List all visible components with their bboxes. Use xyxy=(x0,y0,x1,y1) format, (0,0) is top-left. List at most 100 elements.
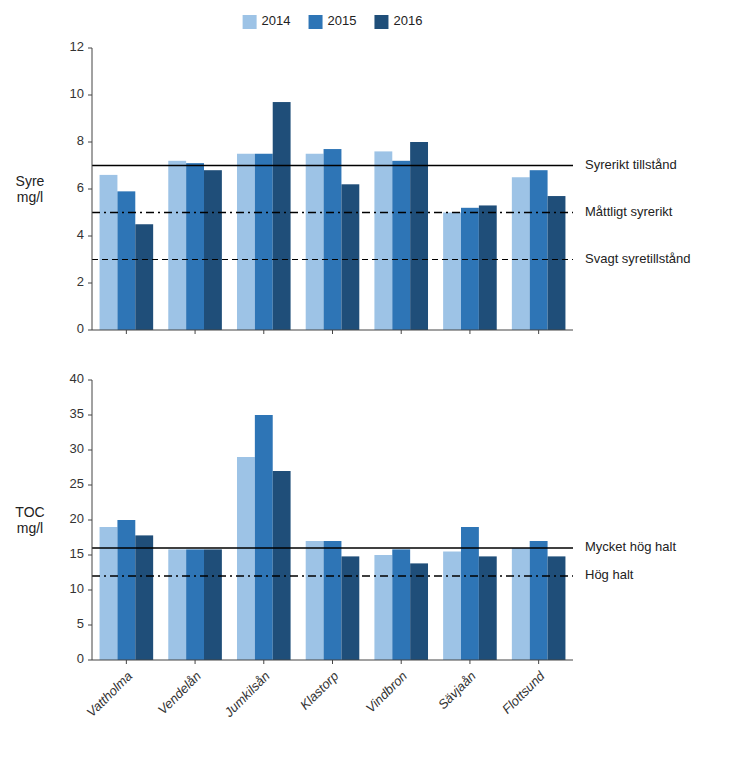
legend-label: 2015 xyxy=(328,13,357,28)
bar xyxy=(306,541,324,660)
bar xyxy=(530,541,548,660)
bar xyxy=(168,161,186,330)
y-tick xyxy=(88,236,92,237)
reference-line xyxy=(92,212,573,214)
bar xyxy=(341,184,359,330)
bar xyxy=(204,170,222,330)
y-axis-label: TOCmg/l xyxy=(15,504,44,537)
bar xyxy=(548,196,566,330)
x-tick-label: Klastorp xyxy=(297,668,341,712)
x-tick xyxy=(332,330,333,334)
bar xyxy=(186,163,204,330)
y-tick-label: 35 xyxy=(70,406,84,421)
y-tick xyxy=(88,330,92,331)
panel: Syrerikt tillståndMåttligt syreriktSvagt… xyxy=(16,13,691,336)
reference-label: Svagt syretillstånd xyxy=(585,251,691,266)
panel: Mycket hög haltHög halt0510152025303540V… xyxy=(15,371,676,720)
reference-line xyxy=(92,575,573,577)
y-axis-label-line: mg/l xyxy=(17,520,43,536)
y-tick-label: 0 xyxy=(77,321,84,336)
reference-label: Hög halt xyxy=(585,567,634,582)
x-tick-label: Vindbron xyxy=(363,668,410,715)
reference-label: Måttligt syrerikt xyxy=(585,204,673,219)
legend: 2014 2015 2016 xyxy=(243,13,423,29)
x-tick xyxy=(469,660,470,664)
y-tick xyxy=(88,625,92,626)
x-tick-label: Sävjaån xyxy=(435,668,479,712)
y-tick xyxy=(88,590,92,591)
bar xyxy=(530,170,548,330)
y-tick xyxy=(88,380,92,381)
legend-label: 2016 xyxy=(393,13,422,28)
y-axis-label-line: TOC xyxy=(15,504,44,520)
y-tick-label: 4 xyxy=(77,227,84,242)
x-tick xyxy=(332,660,333,664)
legend-item: 2015 xyxy=(309,13,357,29)
bar xyxy=(255,415,273,660)
bar xyxy=(100,527,118,660)
y-tick xyxy=(88,415,92,416)
chart-root: Syrerikt tillståndMåttligt syreriktSvagt… xyxy=(0,0,733,778)
y-tick xyxy=(88,450,92,451)
bar xyxy=(273,471,291,660)
x-tick xyxy=(263,660,264,664)
y-tick-label: 0 xyxy=(77,651,84,666)
bar xyxy=(374,151,392,330)
y-tick-label: 5 xyxy=(77,616,84,631)
y-tick xyxy=(88,485,92,486)
x-tick xyxy=(263,330,264,334)
y-tick-label: 30 xyxy=(70,441,84,456)
legend-item: 2016 xyxy=(374,13,422,29)
y-tick-label: 12 xyxy=(70,39,84,54)
bar xyxy=(461,527,479,660)
x-tick xyxy=(538,660,539,664)
x-tick xyxy=(195,330,196,334)
bar xyxy=(135,224,153,330)
bar xyxy=(410,563,428,660)
bar xyxy=(443,213,461,331)
y-tick xyxy=(88,95,92,96)
y-tick-label: 8 xyxy=(77,133,84,148)
y-tick-label: 10 xyxy=(70,86,84,101)
x-tick-label: Jumkilsån xyxy=(221,668,273,720)
y-axis-label-line: Syre xyxy=(16,173,45,189)
x-tick xyxy=(538,330,539,334)
reference-lines xyxy=(92,166,573,260)
legend-swatch xyxy=(374,15,388,29)
reference-line xyxy=(92,259,573,260)
bar xyxy=(479,205,497,330)
legend-swatch xyxy=(309,15,323,29)
bar xyxy=(324,149,342,330)
x-tick-label: Vattholma xyxy=(84,668,136,720)
bar xyxy=(237,457,255,660)
y-tick-label: 20 xyxy=(70,511,84,526)
legend-swatch xyxy=(243,15,257,29)
reference-line xyxy=(92,165,573,167)
bar xyxy=(135,535,153,660)
reference-line xyxy=(92,547,573,549)
y-tick-label: 40 xyxy=(70,371,84,386)
y-tick-label: 10 xyxy=(70,581,84,596)
bar xyxy=(117,520,135,660)
y-tick-label: 15 xyxy=(70,546,84,561)
y-tick xyxy=(88,283,92,284)
legend-label: 2014 xyxy=(262,13,291,28)
bar xyxy=(392,161,410,330)
bar xyxy=(273,102,291,330)
y-tick xyxy=(88,520,92,521)
bar xyxy=(479,556,497,660)
bar xyxy=(306,154,324,330)
bar xyxy=(204,549,222,660)
x-tick xyxy=(195,660,196,664)
bar xyxy=(392,549,410,660)
bar xyxy=(512,548,530,660)
x-tick xyxy=(469,330,470,334)
y-tick xyxy=(88,142,92,143)
bar xyxy=(410,142,428,330)
y-tick-label: 2 xyxy=(77,274,84,289)
legend-item: 2014 xyxy=(243,13,291,29)
bar xyxy=(548,556,566,660)
bar xyxy=(341,556,359,660)
x-tick xyxy=(126,660,127,664)
y-axis-label-line: mg/l xyxy=(17,189,43,205)
